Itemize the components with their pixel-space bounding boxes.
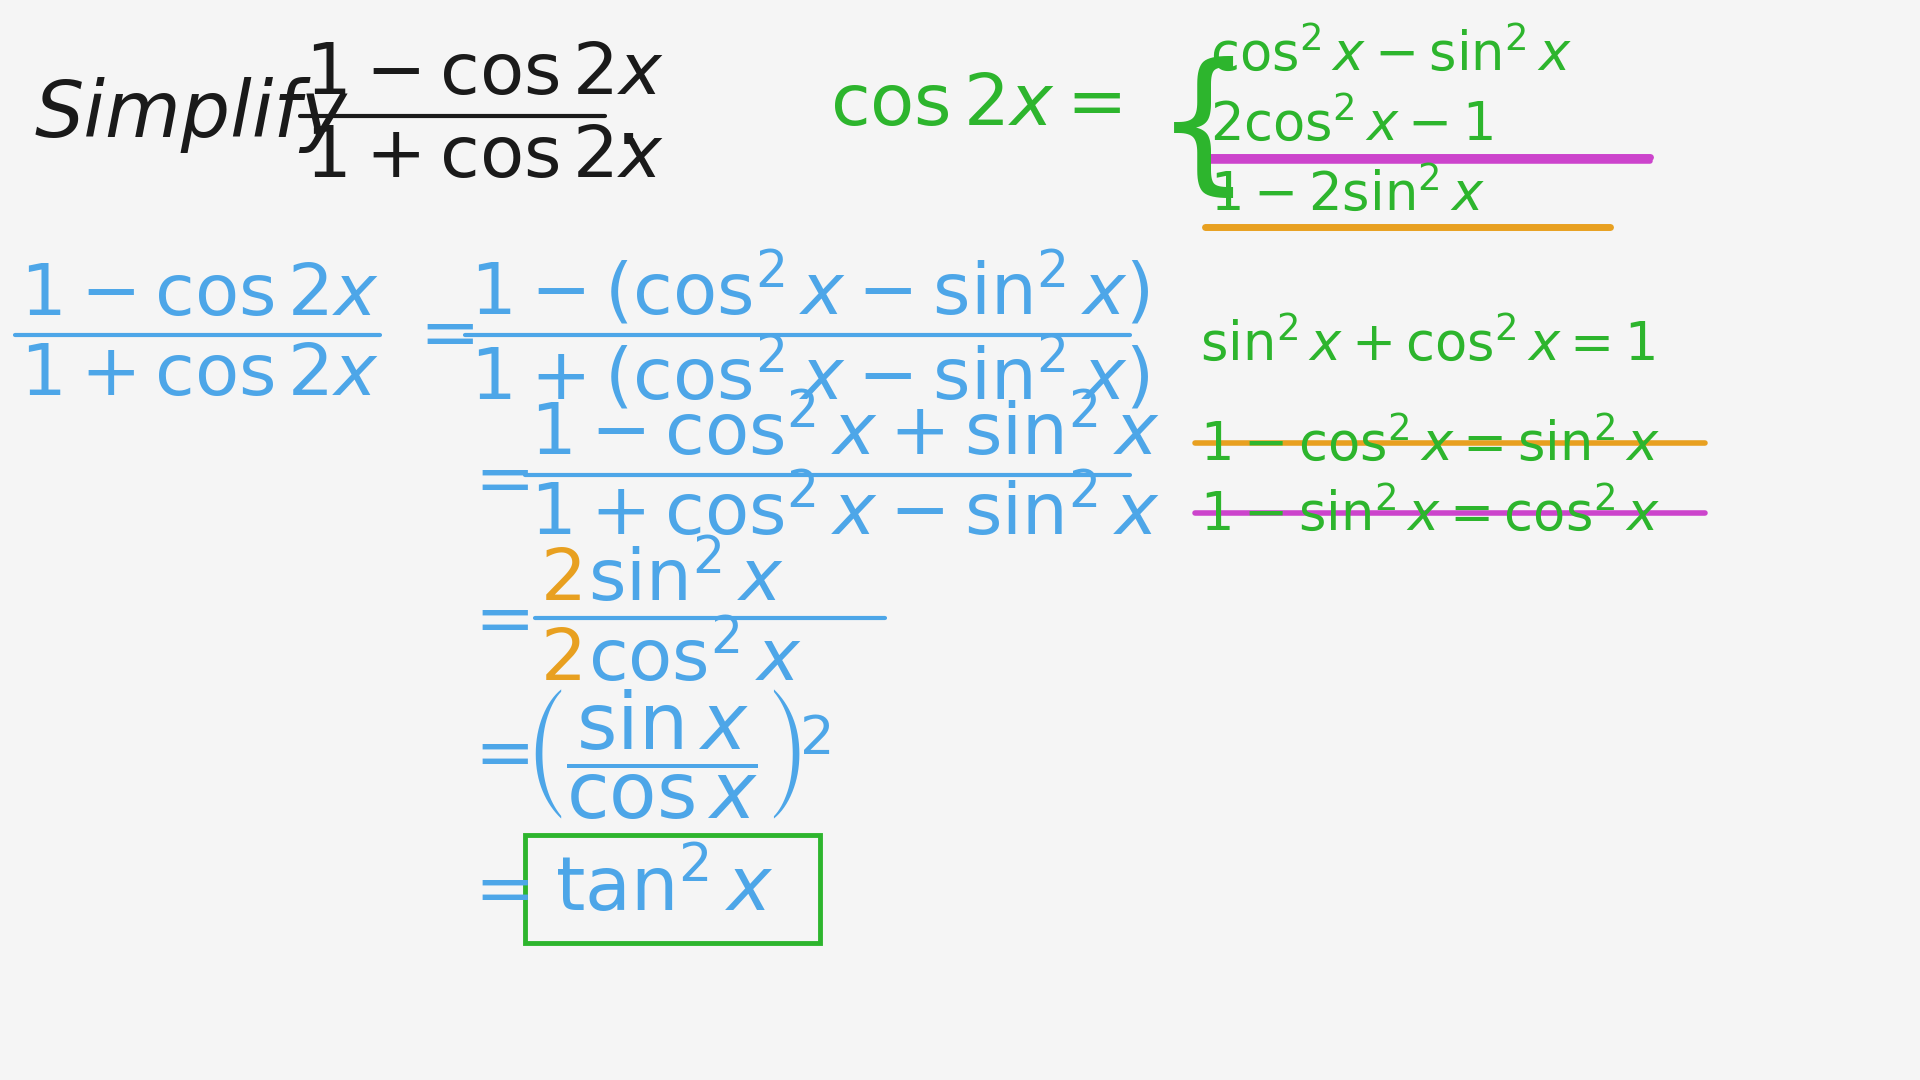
Text: $1 - \cos 2x$: $1 - \cos 2x$: [305, 40, 664, 109]
Text: $1 - \cos 2x$: $1 - \cos 2x$: [19, 260, 380, 329]
Text: .: .: [614, 79, 643, 162]
Text: Simplify: Simplify: [35, 77, 348, 153]
Text: $\cos^2 x - \sin^2 x$: $\cos^2 x - \sin^2 x$: [1210, 29, 1572, 81]
Text: $\cos 2x =$: $\cos 2x =$: [829, 70, 1121, 139]
Text: $=$: $=$: [461, 585, 528, 654]
Text: $1 + (\cos^2 x - \sin^2 x)$: $1 + (\cos^2 x - \sin^2 x)$: [470, 335, 1150, 415]
Text: $\cos^2 x$: $\cos^2 x$: [588, 624, 801, 697]
Text: $\sin^2 x + \cos^2 x = 1$: $\sin^2 x + \cos^2 x = 1$: [1200, 319, 1655, 372]
Text: $2\cos^2 x - 1$: $2\cos^2 x - 1$: [1210, 98, 1494, 151]
Text: $=$: $=$: [461, 855, 528, 924]
Text: $1 + \cos^2 x - \sin^2 x$: $1 + \cos^2 x - \sin^2 x$: [530, 478, 1160, 551]
Text: {: {: [1156, 55, 1252, 204]
Text: $1 - \cos^2 x = \sin^2 x$: $1 - \cos^2 x = \sin^2 x$: [1200, 419, 1661, 471]
Text: $\tan^2 x$: $\tan^2 x$: [555, 853, 774, 927]
Text: $1 - 2\sin^2 x$: $1 - 2\sin^2 x$: [1210, 168, 1484, 221]
Text: $\sin^2 x$: $\sin^2 x$: [588, 544, 783, 616]
Text: $1 - \cos^2 x + \sin^2 x$: $1 - \cos^2 x + \sin^2 x$: [530, 399, 1160, 471]
Text: $2$: $2$: [540, 545, 580, 615]
Text: $=$: $=$: [461, 445, 528, 514]
Text: $1 - (\cos^2 x - \sin^2 x)$: $1 - (\cos^2 x - \sin^2 x)$: [470, 249, 1150, 330]
Text: $2$: $2$: [540, 625, 580, 694]
Text: $1 + \cos 2x$: $1 + \cos 2x$: [305, 123, 664, 192]
Text: $=$: $=$: [461, 720, 528, 789]
Text: $1 + \cos 2x$: $1 + \cos 2x$: [19, 340, 380, 409]
Text: $\left(\dfrac{\sin x}{\cos x}\right)^{\!2}$: $\left(\dfrac{\sin x}{\cos x}\right)^{\!…: [524, 688, 831, 822]
Text: $=$: $=$: [405, 300, 474, 369]
Text: $1 - \sin^2 x = \cos^2 x$: $1 - \sin^2 x = \cos^2 x$: [1200, 489, 1661, 541]
